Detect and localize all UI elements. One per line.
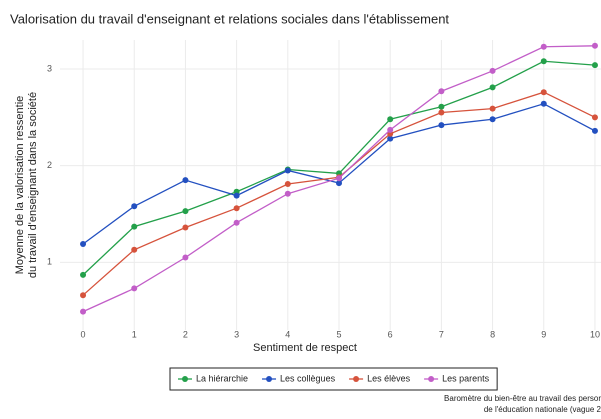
y-tick-label: 2 (47, 160, 52, 170)
data-point (131, 246, 138, 253)
data-point (387, 135, 394, 142)
data-point (489, 105, 496, 112)
y-tick-label: 3 (47, 63, 52, 73)
x-tick-label: 10 (590, 329, 600, 339)
legend-label: La hiérarchie (196, 373, 248, 383)
data-point (438, 122, 445, 129)
x-tick-label: 1 (132, 329, 137, 339)
y-axis-label: Moyenne de la valorisation ressentie (14, 96, 26, 275)
data-point (438, 109, 445, 116)
caption: de l'éducation nationale (vague 2 (484, 405, 601, 414)
legend-box (169, 367, 498, 391)
data-point (131, 203, 138, 210)
legend-label: Les élèves (367, 373, 411, 383)
data-point (80, 308, 87, 315)
data-point (387, 126, 394, 133)
data-point (387, 116, 394, 123)
data-point (591, 114, 598, 121)
x-tick-label: 4 (285, 329, 290, 339)
data-point (284, 190, 291, 197)
chart-title: Valorisation du travail d'enseignant et … (10, 11, 449, 26)
legend-label: Les parents (442, 373, 490, 383)
data-point (80, 292, 87, 299)
x-tick-label: 8 (490, 329, 495, 339)
x-tick-label: 3 (234, 329, 239, 339)
data-point (284, 167, 291, 174)
data-point (591, 127, 598, 134)
data-point (182, 208, 189, 215)
x-tick-label: 7 (439, 329, 444, 339)
x-tick-label: 0 (81, 329, 86, 339)
data-point (131, 223, 138, 230)
data-point (182, 224, 189, 231)
data-point (284, 181, 291, 188)
data-point (438, 88, 445, 95)
data-point (489, 67, 496, 74)
data-point (233, 192, 240, 199)
data-point (591, 62, 598, 69)
data-point (233, 219, 240, 226)
data-point (489, 84, 496, 91)
data-point (131, 285, 138, 292)
caption: Baromètre du bien-être au travail des pe… (444, 394, 601, 403)
legend-swatch (428, 376, 435, 382)
legend-swatch (353, 376, 360, 382)
data-point (336, 180, 342, 187)
data-point (438, 103, 445, 110)
data-point (80, 240, 87, 247)
legend-swatch (182, 376, 188, 382)
x-tick-label: 2 (183, 329, 188, 339)
data-point (182, 177, 189, 184)
legend-label: Les collègues (280, 373, 336, 383)
legend-swatch (266, 376, 273, 382)
data-point (591, 42, 598, 49)
data-point (182, 254, 189, 261)
y-tick-label: 1 (47, 257, 52, 267)
x-tick-label: 5 (336, 329, 341, 339)
data-point (336, 175, 342, 182)
data-point (540, 100, 547, 107)
x-tick-label: 6 (388, 329, 393, 339)
x-tick-label: 9 (541, 329, 546, 339)
x-axis-label: Sentiment de respect (253, 342, 357, 354)
data-point (540, 58, 547, 65)
data-point (80, 271, 87, 278)
y-axis-label: du travail d'enseignant dans la société (27, 92, 39, 278)
data-point (233, 205, 240, 212)
data-point (540, 43, 547, 50)
data-point (489, 116, 496, 123)
data-point (540, 89, 547, 96)
